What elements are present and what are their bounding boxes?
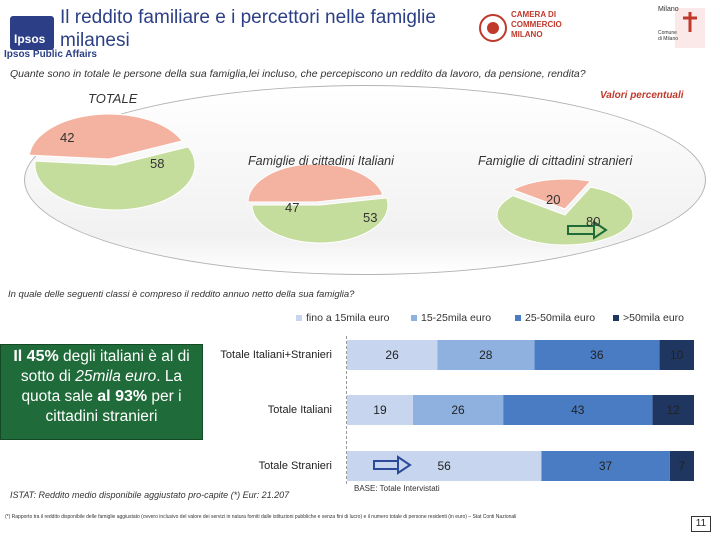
legend-item-1: fino a 15mila euro	[296, 312, 389, 324]
arrow-stranieri-icon	[567, 220, 608, 240]
legend-label-3: 25-50mila euro	[525, 312, 596, 324]
legend-item-2: 15-25mila euro	[411, 312, 491, 324]
chamber-of-commerce-logo-text: CAMERA DI COMMERCIO MILANO	[511, 10, 562, 40]
bar-label-0-2: 36	[590, 348, 604, 362]
callout-part-5: al 93%	[97, 388, 148, 405]
bar-label-2-2: 37	[599, 459, 613, 473]
callout-box: Il 45% degli italiani è al di sotto di 2…	[0, 344, 203, 440]
partner-line-3: MILANO	[511, 30, 543, 39]
pie-slice-1-1	[251, 197, 389, 244]
page-title: Il reddito familiare e i percettori nell…	[60, 6, 460, 52]
bar-segment-1-0	[347, 395, 413, 425]
bar-segment-2-2	[541, 451, 670, 481]
pie-title-stranieri: Famiglie di cittadini stranieri	[478, 154, 633, 168]
totale-label: TOTALE	[88, 91, 138, 106]
page-title-line1: Il reddito familiare e i percettori nell…	[60, 7, 436, 28]
bar-axis-line	[346, 336, 348, 484]
partner-logos: CAMERA DI COMMERCIO MILANO Milano Comune…	[475, 4, 715, 52]
page-title-line2: milanesi	[60, 30, 130, 51]
valori-label: Valori percentuali	[600, 90, 684, 101]
footnote: (*) Rapporto tra il reddito disponibile …	[5, 514, 517, 520]
pie-stranieri	[496, 178, 634, 246]
bar-segment-0-3	[659, 340, 694, 370]
callout-part-4: . La quota sale	[21, 368, 183, 405]
pie-stranieri-label-b: 80	[586, 214, 601, 229]
pie-title-italiani: Famiglie di cittadini Italiani	[248, 154, 394, 168]
legend-label-2: 15-25mila euro	[421, 312, 492, 324]
callout-part-1: Il 45%	[13, 348, 59, 365]
bar-segment-0-0	[347, 340, 438, 370]
pie-slice-1-0	[247, 163, 384, 203]
legend-item-3: 25-50mila euro	[515, 312, 595, 324]
bar-label-2-3: 7	[679, 459, 686, 473]
legend-label-1: fino a 15mila euro	[306, 312, 390, 324]
bar-label-1-1: 26	[451, 403, 465, 417]
pie-slice-2-1	[496, 186, 634, 246]
bar-label-2-0: 56	[437, 459, 451, 473]
comune-label: Comune di Milano	[658, 30, 679, 42]
bar-segment-2-0	[347, 451, 542, 481]
bar-row-label-2: Totale Italiani	[267, 404, 332, 416]
pie-totale-label-b: 58	[150, 156, 165, 171]
pie-slice-0-0	[28, 113, 184, 160]
pie-totale	[28, 113, 196, 211]
partner-line-1: CAMERA DI	[511, 10, 557, 19]
ipsos-public-affairs-label: Ipsos Public Affairs	[4, 49, 97, 60]
callout-part-3: 25mila euro	[75, 368, 157, 385]
bar-segment-1-1	[412, 395, 504, 425]
bar-label-0-1: 28	[479, 348, 493, 362]
bar-segment-0-1	[437, 340, 535, 370]
bar-label-1-2: 43	[571, 403, 585, 417]
pie-italiani	[247, 163, 389, 244]
bar-segment-0-2	[534, 340, 660, 370]
bar-label-0-3: 10	[670, 348, 684, 362]
partner-logos-svg	[479, 8, 705, 48]
pie-italiani-label-a: 47	[285, 200, 300, 215]
question-2: In quale delle seguenti classi è compres…	[8, 289, 355, 300]
pie-slice-0-1	[34, 146, 196, 211]
legend-swatch-4	[613, 315, 619, 321]
legend-label-4: >50mila euro	[623, 312, 684, 324]
bar-label-0-0: 26	[385, 348, 399, 362]
ipsos-logo: Ipsos	[10, 16, 54, 50]
bar-segment-1-3	[652, 395, 694, 425]
milano-label: Milano	[658, 6, 679, 13]
bar-row-label-1: Totale Italiani+Stranieri	[220, 349, 332, 361]
base-note: BASE: Totale Intervistati	[354, 484, 440, 493]
legend-swatch-2	[411, 315, 417, 321]
pie-stranieri-label-a: 20	[546, 192, 561, 207]
question-1: Quante sono in totale le persone della s…	[10, 68, 586, 80]
callout-part-2: degli italiani è al di sotto di	[20, 348, 190, 385]
pie-totale-label-a: 42	[60, 130, 75, 145]
istat-note: ISTAT: Reddito medio disponibile aggiust…	[10, 490, 290, 500]
partner-line-2: COMMERCIO	[511, 20, 562, 29]
bar-segment-1-2	[503, 395, 653, 425]
legend-item-4: >50mila euro	[613, 312, 684, 324]
bar-segment-2-3	[669, 451, 694, 481]
page-number: 11	[691, 516, 711, 532]
pies-svg	[28, 113, 634, 246]
arrow-stranieri-bar-icon	[373, 455, 412, 475]
legend-swatch-1	[296, 315, 302, 321]
callout-part-6: per i cittadini stranieri	[45, 388, 182, 425]
pie-slice-2-0	[511, 178, 592, 210]
pie-italiani-label-b: 53	[363, 210, 378, 225]
ipsos-logo-text: Ipsos	[14, 32, 46, 46]
bar-label-1-3: 12	[667, 403, 681, 417]
bar-label-1-0: 19	[373, 403, 387, 417]
legend-swatch-3	[515, 315, 521, 321]
bar-row-label-3: Totale Stranieri	[258, 460, 332, 472]
